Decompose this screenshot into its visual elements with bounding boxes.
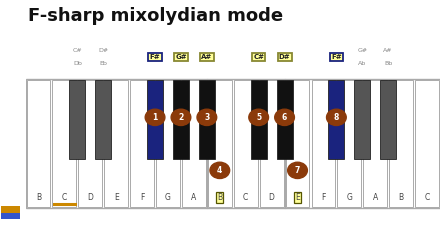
FancyBboxPatch shape <box>337 80 361 207</box>
Text: 7: 7 <box>295 166 300 175</box>
FancyBboxPatch shape <box>199 80 215 159</box>
FancyBboxPatch shape <box>389 80 413 207</box>
FancyBboxPatch shape <box>208 80 232 207</box>
Circle shape <box>249 109 268 126</box>
Circle shape <box>288 162 308 178</box>
FancyBboxPatch shape <box>251 80 267 159</box>
Text: Eb: Eb <box>99 61 107 66</box>
Circle shape <box>210 162 230 178</box>
FancyBboxPatch shape <box>104 80 128 207</box>
Circle shape <box>197 109 216 126</box>
FancyBboxPatch shape <box>147 80 163 159</box>
Text: D: D <box>88 193 93 202</box>
Text: A: A <box>191 193 197 202</box>
Text: G#: G# <box>175 54 187 60</box>
Text: 8: 8 <box>334 113 339 122</box>
Circle shape <box>171 109 191 126</box>
Text: G: G <box>165 193 171 202</box>
Text: 6: 6 <box>282 113 287 122</box>
Text: C#: C# <box>73 48 82 53</box>
FancyBboxPatch shape <box>286 80 309 207</box>
Text: 2: 2 <box>178 113 183 122</box>
Bar <box>1 206 20 213</box>
Text: F: F <box>140 193 144 202</box>
Text: F#: F# <box>150 54 160 60</box>
Text: F-sharp mixolydian mode: F-sharp mixolydian mode <box>28 7 283 25</box>
Text: A#: A# <box>201 54 213 60</box>
FancyBboxPatch shape <box>234 80 258 207</box>
FancyBboxPatch shape <box>52 80 76 207</box>
FancyBboxPatch shape <box>276 80 293 159</box>
Text: Bb: Bb <box>384 61 392 66</box>
Text: C: C <box>243 193 248 202</box>
Text: basicmusictheory.com: basicmusictheory.com <box>8 74 13 133</box>
FancyBboxPatch shape <box>130 80 154 207</box>
Bar <box>1 213 20 219</box>
Text: D: D <box>269 193 275 202</box>
FancyBboxPatch shape <box>354 80 370 159</box>
Text: C#: C# <box>253 54 264 60</box>
Text: F#: F# <box>331 54 342 60</box>
Text: C: C <box>425 193 430 202</box>
Text: A: A <box>373 193 378 202</box>
FancyBboxPatch shape <box>156 80 180 207</box>
Text: Ab: Ab <box>358 61 367 66</box>
Circle shape <box>326 109 346 126</box>
Text: Db: Db <box>73 61 82 66</box>
Text: B: B <box>36 193 41 202</box>
Text: 1: 1 <box>152 113 158 122</box>
FancyBboxPatch shape <box>380 80 396 159</box>
FancyBboxPatch shape <box>260 80 283 207</box>
FancyBboxPatch shape <box>26 80 51 207</box>
Text: D#: D# <box>279 54 290 60</box>
Circle shape <box>145 109 165 126</box>
FancyBboxPatch shape <box>363 80 387 207</box>
FancyBboxPatch shape <box>312 80 335 207</box>
Text: 3: 3 <box>204 113 209 122</box>
Text: A#: A# <box>383 48 393 53</box>
Text: E: E <box>114 193 118 202</box>
FancyBboxPatch shape <box>173 80 189 159</box>
FancyBboxPatch shape <box>26 79 440 208</box>
Circle shape <box>275 109 294 126</box>
Text: B: B <box>399 193 404 202</box>
FancyBboxPatch shape <box>69 80 85 159</box>
Text: B: B <box>217 193 222 202</box>
Text: G: G <box>346 193 352 202</box>
Text: E: E <box>295 193 300 202</box>
FancyBboxPatch shape <box>95 80 111 159</box>
Text: D#: D# <box>98 48 108 53</box>
FancyBboxPatch shape <box>415 80 439 207</box>
FancyBboxPatch shape <box>182 80 206 207</box>
Text: 4: 4 <box>217 166 223 175</box>
Text: 5: 5 <box>256 113 261 122</box>
Text: G#: G# <box>357 48 367 53</box>
FancyBboxPatch shape <box>78 80 102 207</box>
Text: F: F <box>321 193 326 202</box>
FancyBboxPatch shape <box>328 80 345 159</box>
Text: C: C <box>62 193 67 202</box>
